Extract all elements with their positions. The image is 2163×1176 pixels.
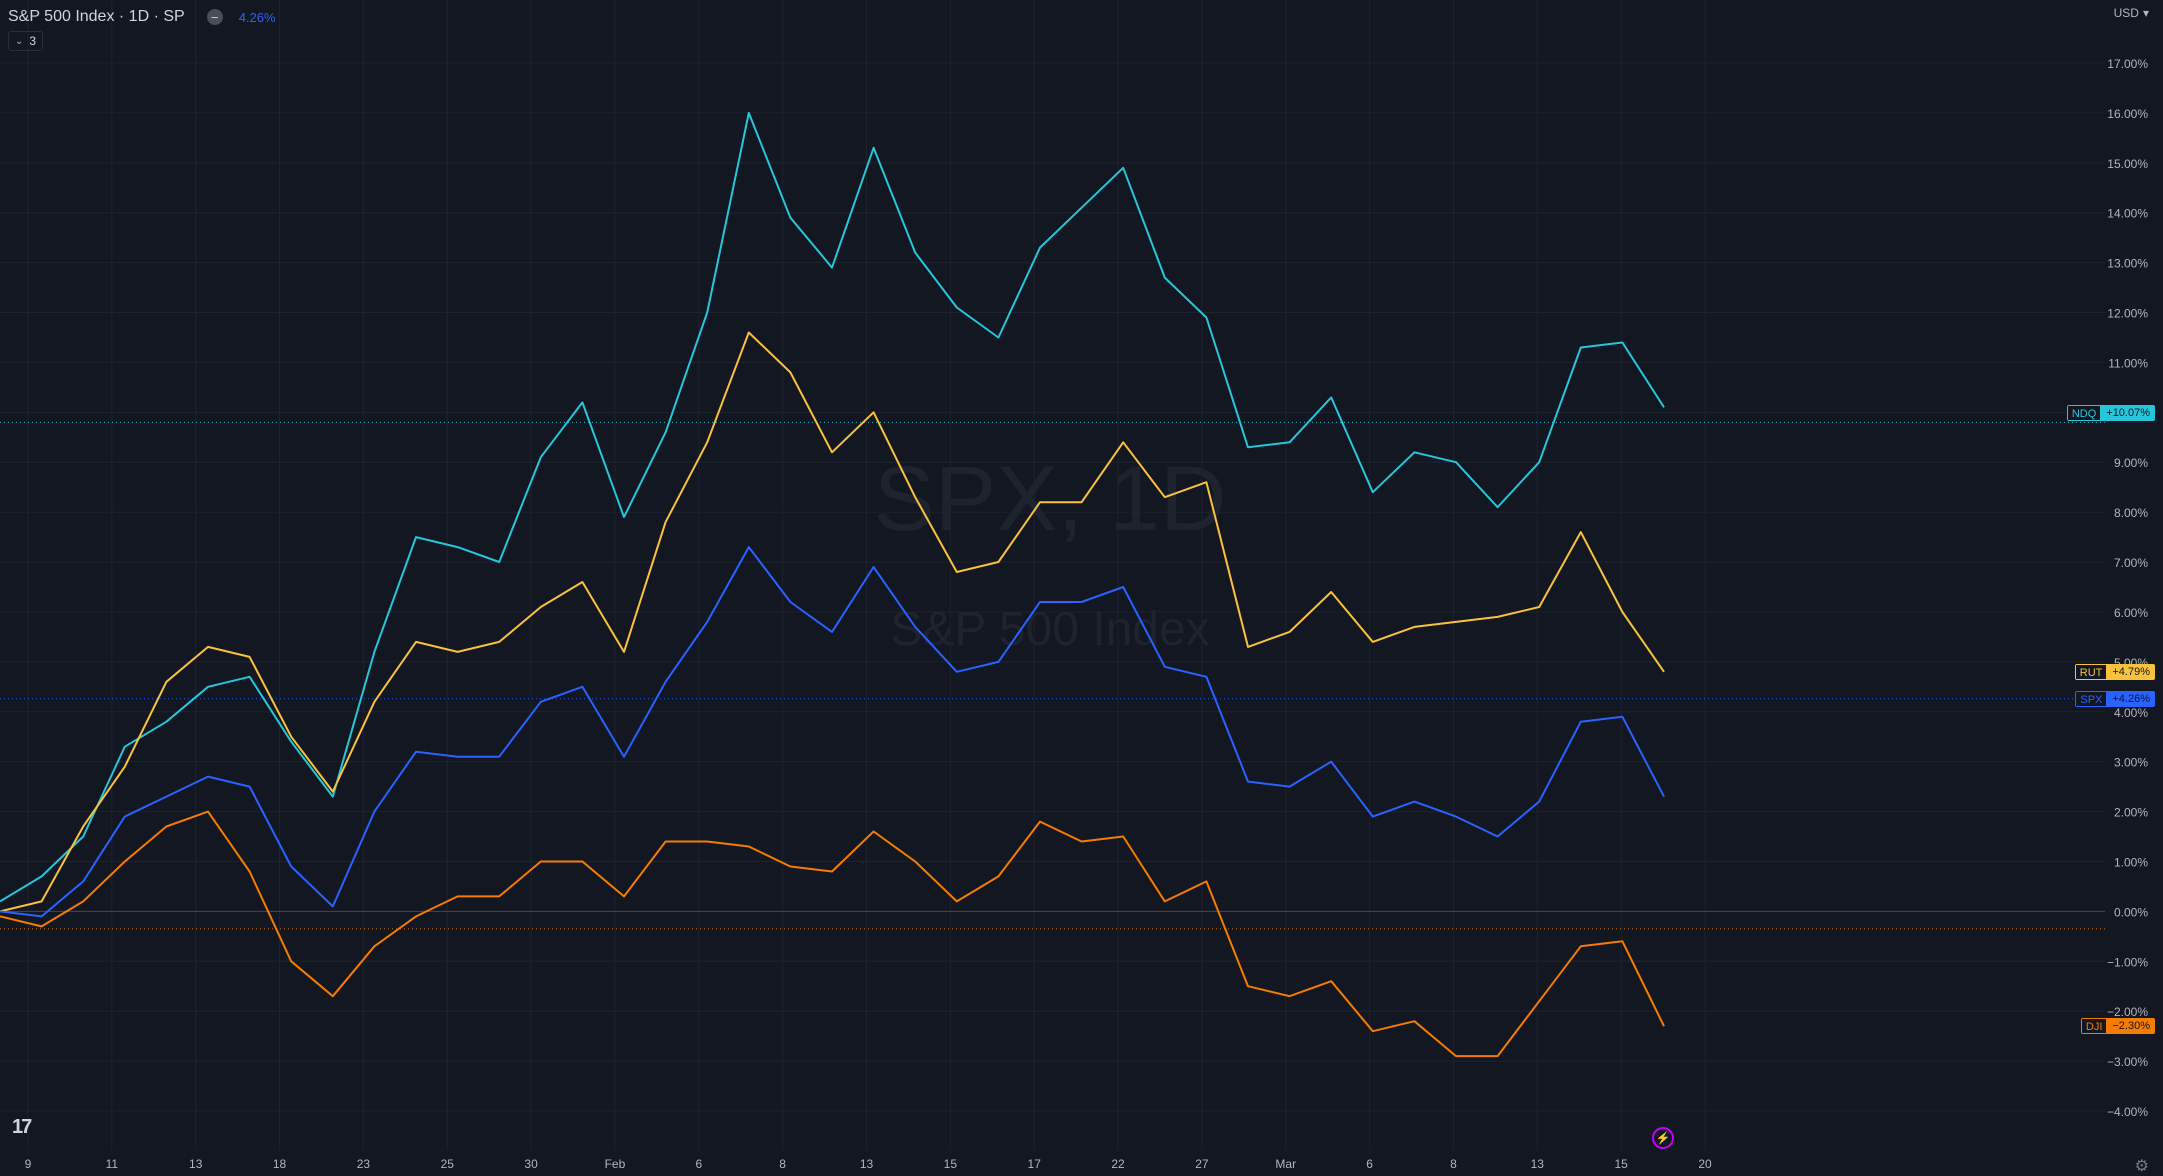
x-tick-label: 15 xyxy=(944,1157,958,1171)
price-tag-symbol: RUT xyxy=(2074,664,2108,681)
symbol-title[interactable]: S&P 500 Index · 1D · SP xyxy=(8,8,185,25)
y-tick-label: −2.00% xyxy=(2107,1005,2148,1019)
x-tick-label: 27 xyxy=(1195,1157,1209,1171)
x-tick-label: 8 xyxy=(779,1157,786,1171)
symbol-header[interactable]: S&P 500 Index · 1D · SP − 4.26% xyxy=(8,6,276,28)
x-tick-label: 25 xyxy=(441,1157,455,1171)
y-tick-label: 15.00% xyxy=(2107,157,2148,171)
x-tick-label: 8 xyxy=(1450,1157,1457,1171)
y-tick-label: 9.00% xyxy=(2114,456,2148,470)
gear-icon[interactable]: ⚙ xyxy=(2134,1158,2149,1175)
x-tick-label: Feb xyxy=(605,1157,626,1171)
change-percent: 4.26% xyxy=(238,9,276,25)
x-tick-label: 13 xyxy=(189,1157,203,1171)
y-tick-label: −3.00% xyxy=(2107,1055,2148,1069)
price-tag-ndq[interactable]: NDQ +10.07% xyxy=(2066,405,2155,422)
y-tick-label: 1.00% xyxy=(2114,855,2148,869)
currency-selector[interactable]: USD ▾ xyxy=(2114,6,2149,20)
lightning-icon[interactable]: ⚡ xyxy=(1652,1127,1674,1149)
currency-label: USD xyxy=(2113,6,2139,20)
reference-lines xyxy=(0,421,2105,930)
indicators-count: 3 xyxy=(29,34,37,48)
indicators-toggle[interactable]: ⌄ 3 xyxy=(8,31,44,51)
x-tick-label: 11 xyxy=(106,1157,119,1171)
price-tag-symbol: DJI xyxy=(2080,1018,2108,1035)
price-axis[interactable]: 17.00% 16.00% 15.00% 14.00% 13.00% 12.00% 11.0… xyxy=(2107,57,2148,1119)
x-tick-label: 13 xyxy=(1531,1157,1545,1171)
price-tag-value: −2.30% xyxy=(2107,1018,2155,1035)
y-tick-label: 3.00% xyxy=(2114,756,2148,770)
series-line-rut xyxy=(0,331,1665,913)
price-tag-spx[interactable]: SPX +4.26% xyxy=(2075,690,2155,707)
chevron-down-icon: ▾ xyxy=(2142,6,2149,20)
series-lines xyxy=(0,111,1665,1058)
watermark-symbol: SPX, 1D xyxy=(874,448,1227,550)
watermark-name: S&P 500 Index xyxy=(890,603,1209,656)
x-tick-label: Mar xyxy=(1275,1157,1296,1171)
y-tick-label: 7.00% xyxy=(2114,556,2148,570)
y-tick-label: −4.00% xyxy=(2107,1105,2148,1119)
x-tick-label: 30 xyxy=(524,1157,538,1171)
price-tag-symbol: NDQ xyxy=(2066,405,2102,422)
chevron-down-icon: ⌄ xyxy=(15,35,24,47)
y-tick-label: 6.00% xyxy=(2114,606,2148,620)
x-tick-label: 20 xyxy=(1698,1157,1712,1171)
x-tick-label: 6 xyxy=(1366,1157,1373,1171)
x-tick-label: 17 xyxy=(1028,1157,1042,1171)
series-line-ndq xyxy=(0,111,1665,903)
price-tag-dji[interactable]: DJI −2.30% xyxy=(2080,1018,2155,1035)
price-tag-value: +10.07% xyxy=(2101,405,2155,422)
series-line-dji xyxy=(0,810,1665,1058)
price-tag-rut[interactable]: RUT +4.79% xyxy=(2074,664,2155,681)
y-tick-label: 11.00% xyxy=(2108,356,2148,370)
x-tick-label: 6 xyxy=(695,1157,702,1171)
y-tick-label: 0.00% xyxy=(2114,905,2148,919)
tradingview-logo-icon[interactable]: 17 xyxy=(12,1116,32,1138)
price-tag-symbol: SPX xyxy=(2075,690,2108,707)
y-tick-label: 4.00% xyxy=(2114,706,2148,720)
time-axis[interactable]: 9 11 13 18 23 25 30 Feb 6 8 13 15 17 22 27 Mar 6 8 13 15 20 xyxy=(25,1157,1712,1171)
series-line-spx xyxy=(0,546,1665,918)
x-tick-label: 18 xyxy=(273,1157,287,1171)
x-tick-label: 9 xyxy=(25,1157,32,1171)
y-tick-label: 2.00% xyxy=(2114,806,2148,820)
y-tick-label: 17.00% xyxy=(2107,57,2148,71)
y-tick-label: 13.00% xyxy=(2107,257,2148,271)
remove-compare-button[interactable]: − xyxy=(206,9,223,25)
y-tick-label: 16.00% xyxy=(2107,107,2148,121)
y-tick-label: 12.00% xyxy=(2107,307,2148,321)
x-tick-label: 15 xyxy=(1614,1157,1628,1171)
y-tick-label: 14.00% xyxy=(2107,207,2148,221)
y-tick-label: 8.00% xyxy=(2114,506,2148,520)
price-tag-value: +4.79% xyxy=(2107,664,2155,681)
x-tick-label: 23 xyxy=(357,1157,371,1171)
y-tick-label: −1.00% xyxy=(2107,955,2148,969)
x-tick-label: 22 xyxy=(1111,1157,1125,1171)
x-tick-label: 13 xyxy=(860,1157,874,1171)
grid-lines xyxy=(0,0,2105,1150)
price-tag-value: +4.26% xyxy=(2107,690,2155,707)
